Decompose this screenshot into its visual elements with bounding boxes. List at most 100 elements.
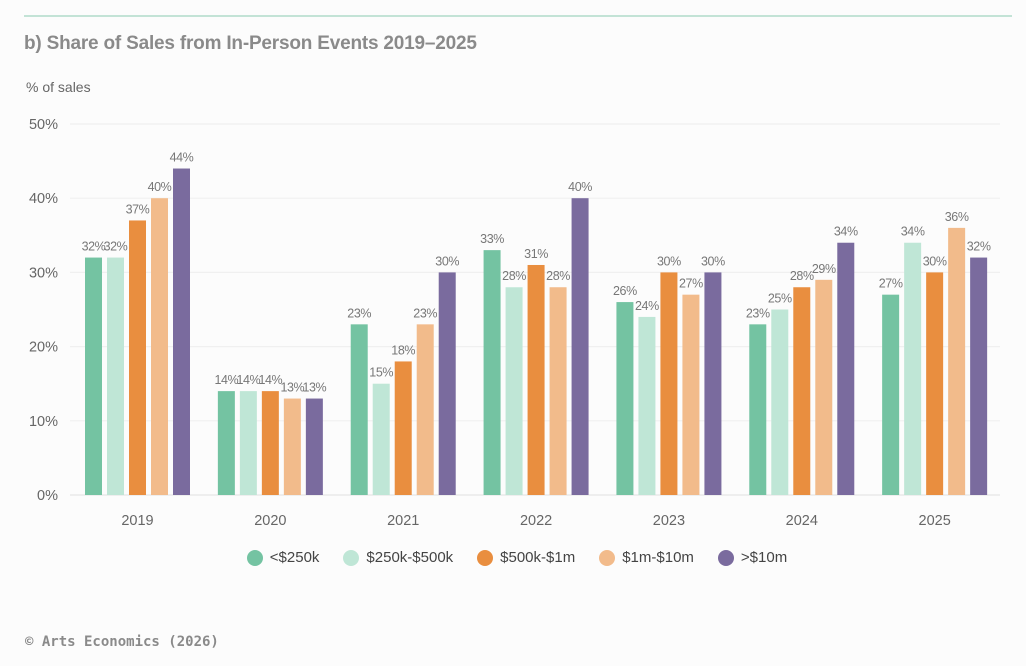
bar (660, 272, 678, 495)
data-label: 23% (746, 306, 770, 320)
data-label: 28% (502, 269, 526, 283)
data-label: 44% (170, 151, 194, 165)
data-label: 25% (768, 292, 792, 306)
x-axis-ticks: 2019 2020 2021 2022 2023 2024 2025 (121, 513, 950, 529)
x-tick-label: 2024 (786, 513, 818, 529)
data-label: 30% (923, 254, 947, 268)
footer-credit: © Arts Economics (2026) (25, 634, 219, 650)
legend-item: <$250k (246, 549, 320, 566)
bar (151, 198, 168, 495)
x-tick-label: 2023 (653, 513, 685, 529)
data-label: 23% (347, 306, 371, 320)
bar (372, 383, 390, 495)
data-label: 28% (790, 269, 814, 283)
y-tick-label: 0% (37, 488, 58, 504)
bar (837, 242, 855, 495)
data-label: 13% (302, 381, 326, 395)
legend-swatch-icon (343, 549, 360, 566)
data-label: 14% (258, 373, 282, 387)
bar (970, 257, 988, 495)
bar-chart: 0%10%20%30%40%50% 32%32%37%40%44%14%14%1… (29, 117, 1000, 529)
legend-label: >$10m (740, 549, 788, 566)
legend-item: >$10m (717, 549, 788, 566)
bar (549, 287, 567, 495)
data-label: 24% (635, 299, 659, 313)
bars (85, 168, 988, 495)
data-label: 40% (148, 180, 172, 194)
data-label: 18% (391, 343, 415, 357)
data-label: 40% (568, 180, 592, 194)
data-label: 30% (435, 254, 459, 268)
legend-label: <$250k (269, 549, 320, 566)
data-label: 32% (82, 240, 106, 254)
data-label: 27% (879, 277, 903, 291)
y-tick-label: 50% (29, 117, 58, 133)
bar (85, 257, 102, 495)
x-tick-label: 2020 (254, 513, 286, 529)
chart-title: b) Share of Sales from In-Person Events … (24, 33, 477, 54)
bar (682, 294, 700, 495)
x-tick-label: 2022 (520, 513, 552, 529)
y-tick-label: 40% (29, 191, 58, 207)
x-tick-label: 2025 (919, 513, 951, 529)
bar (948, 227, 966, 495)
y-axis-label: % of sales (26, 79, 91, 95)
bar (771, 309, 789, 495)
legend-item: $250k-$500k (343, 549, 453, 566)
bar (350, 324, 368, 495)
legend-swatch-icon (717, 549, 734, 566)
bar (793, 287, 811, 495)
bar (239, 391, 257, 495)
bar (882, 294, 900, 495)
bar (305, 398, 323, 495)
legend-label: $1m-$10m (622, 549, 694, 566)
data-label: 26% (613, 284, 637, 298)
data-label: 36% (945, 210, 969, 224)
bar (416, 324, 434, 495)
bar (129, 220, 146, 495)
legend-item: $1m-$10m (599, 549, 694, 566)
bar (438, 272, 456, 495)
top-rule (24, 15, 1012, 17)
bar (704, 272, 722, 495)
bar (904, 242, 922, 495)
data-label: 14% (236, 373, 260, 387)
data-label: 34% (901, 225, 925, 239)
legend-swatch-icon (477, 549, 494, 566)
data-label: 31% (524, 247, 548, 261)
data-label: 15% (369, 366, 393, 380)
data-label: 29% (812, 262, 836, 276)
bar (261, 391, 279, 495)
legend-swatch-icon (599, 549, 616, 566)
bar (815, 279, 833, 495)
bar (483, 250, 501, 495)
x-tick-label: 2021 (387, 513, 419, 529)
legend-label: $250k-$500k (366, 549, 454, 566)
bar (926, 272, 944, 495)
data-label: 32% (967, 240, 991, 254)
data-label: 28% (546, 269, 570, 283)
bar (616, 302, 634, 495)
data-label: 32% (104, 240, 128, 254)
data-label: 23% (413, 306, 437, 320)
data-label: 34% (834, 225, 858, 239)
bar (638, 316, 656, 495)
bar (749, 324, 767, 495)
bar (571, 198, 589, 495)
bar (173, 168, 190, 495)
legend-label: $500k-$1m (500, 549, 576, 566)
data-label: 33% (480, 232, 504, 246)
data-label: 13% (280, 381, 304, 395)
bar (283, 398, 301, 495)
data-label: 30% (701, 254, 725, 268)
bar (107, 257, 124, 495)
legend: <$250k $250k-$500k $500k-$1m $1m-$10m >$10m (0, 549, 1026, 566)
legend-swatch-icon (246, 549, 263, 566)
y-tick-label: 20% (29, 340, 58, 356)
y-axis-ticks: 0% 10% 20% 30% 40% 50% (29, 117, 58, 504)
y-tick-label: 30% (29, 265, 58, 281)
data-label: 37% (126, 202, 150, 216)
bar (217, 391, 235, 495)
data-label: 27% (679, 277, 703, 291)
y-tick-label: 10% (29, 414, 58, 430)
